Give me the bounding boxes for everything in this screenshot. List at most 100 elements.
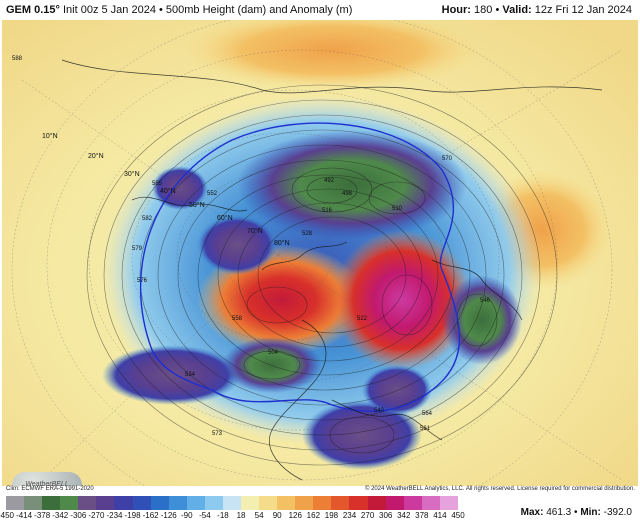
colorbar-swatch xyxy=(259,496,278,510)
contour-label: 582 xyxy=(142,216,153,222)
contour-label: 534 xyxy=(185,372,196,378)
contour-label: 504 xyxy=(268,350,279,356)
colorbar-swatch xyxy=(96,496,115,510)
colorbar-tick-label: -306 xyxy=(70,511,87,520)
contour-label: 498 xyxy=(342,191,353,197)
colorbar-ticks: -450-414-378-342-306-270-234-198-162-126… xyxy=(0,511,466,523)
polar-map: 10°N 20°N 30°N 40°N 50°N 60°N 70°N 80°N … xyxy=(2,20,638,486)
contour-label: 579 xyxy=(132,246,143,252)
lat-label-20: 20°N xyxy=(88,152,104,160)
contour-label: 510 xyxy=(392,206,403,212)
hour-value: 180 xyxy=(474,4,493,16)
lat-label-60: 60°N xyxy=(217,214,233,222)
colorbar-swatch xyxy=(186,496,205,510)
latitude-labels: 10°N 20°N 30°N 40°N 50°N 60°N 70°N 80°N xyxy=(42,132,290,247)
colorbar-swatch xyxy=(241,496,260,510)
contour-label: 576 xyxy=(137,278,148,284)
colorbar-tick-label: -270 xyxy=(88,511,105,520)
lat-label-80: 80°N xyxy=(274,239,290,247)
height-contours xyxy=(86,84,558,466)
copyright-note: © 2024 WeatherBELL Analytics, LLC. All r… xyxy=(365,486,635,492)
colorbar-tick-label: -198 xyxy=(124,511,141,520)
contour-label: 561 xyxy=(420,426,431,432)
colorbar-swatch xyxy=(204,496,223,510)
colorbar-swatch xyxy=(168,496,187,510)
japan-low xyxy=(362,365,432,415)
lat-label-70: 70°N xyxy=(247,227,263,235)
colorbar-swatch xyxy=(439,496,458,510)
max-label: Max: xyxy=(520,507,544,518)
colorbar-tick-label: 342 xyxy=(397,511,411,520)
lat-label-30: 30°N xyxy=(124,170,140,178)
weatherbell-logo: WeatherBELL xyxy=(12,472,82,486)
colorbar-tick-label: 18 xyxy=(236,511,246,520)
pacific-green-low xyxy=(442,275,522,365)
colorbar-tick-label: 450 xyxy=(451,511,465,520)
contour-label: 570 xyxy=(442,156,453,162)
lat-label-10: 10°N xyxy=(42,132,58,140)
colorbar-tick-label: 162 xyxy=(306,511,321,520)
coastlines xyxy=(61,59,603,481)
colorbar-swatch xyxy=(60,496,79,510)
colorbar-tick-label: -162 xyxy=(142,511,159,520)
init-and-field: Init 00z 5 Jan 2024 • 500mb Height (dam)… xyxy=(59,4,353,16)
alaska-low xyxy=(222,337,322,393)
colorbar-tick-label: 198 xyxy=(324,511,339,520)
colorbar-tick-label: 234 xyxy=(342,511,357,520)
colorbar-swatch xyxy=(78,496,97,510)
colorbar-swatch xyxy=(331,496,350,510)
north-pacific-low xyxy=(102,345,242,405)
colorbar-swatch xyxy=(313,496,332,510)
colorbar-swatch xyxy=(367,496,386,510)
colorbar-tick-label: 270 xyxy=(360,511,375,520)
contour-label: 558 xyxy=(232,316,243,322)
map-svg: 10°N 20°N 30°N 40°N 50°N 60°N 70°N 80°N … xyxy=(2,20,638,486)
contour-label: 492 xyxy=(324,178,335,184)
colorbar-tick-label: -234 xyxy=(106,511,123,520)
blue-540-line xyxy=(139,122,461,412)
colorbar-tick-label: -342 xyxy=(52,511,69,520)
contour-label: 573 xyxy=(212,431,223,437)
valid-label: Valid: xyxy=(502,4,532,16)
colorbar-tick-label: -378 xyxy=(34,511,51,520)
colorbar-swatch xyxy=(385,496,404,510)
header-model-info: GEM 0.15° Init 00z 5 Jan 2024 • 500mb He… xyxy=(6,0,352,20)
colorbar-swatch xyxy=(42,496,61,510)
colorbar-tick-label: 126 xyxy=(288,511,302,520)
colorbar-swatch xyxy=(24,496,43,510)
colorbar-tick-label: -414 xyxy=(16,511,33,520)
north-america-low xyxy=(302,400,422,470)
siberia-low xyxy=(237,130,467,240)
anomaly-colorbar xyxy=(6,496,458,510)
colorbar-swatch xyxy=(421,496,440,510)
colorbar-tick-label: 90 xyxy=(272,511,282,520)
contour-label: 588 xyxy=(12,56,23,62)
model-name: GEM 0.15° xyxy=(6,4,60,16)
contour-label: 546 xyxy=(480,298,491,304)
contour-label: 585 xyxy=(152,181,163,187)
colorbar-swatch xyxy=(403,496,422,510)
map-header: GEM 0.15° Init 00z 5 Jan 2024 • 500mb He… xyxy=(0,0,640,20)
contour-label: 516 xyxy=(322,208,333,214)
climatology-note: Clim: ECMWF ERA-5 1991-2020 xyxy=(6,486,94,492)
min-value: -392.0 xyxy=(603,507,632,518)
max-min-readout: Max: 461.3 • Min: -392.0 xyxy=(520,507,632,518)
lat-label-50: 50°N xyxy=(189,201,205,209)
colorbar-tick-label: -90 xyxy=(181,511,193,520)
contour-label: 564 xyxy=(422,411,433,417)
colorbar-swatch xyxy=(150,496,169,510)
header-valid-info: Hour: 180 • Valid: 12z Fri 12 Jan 2024 xyxy=(441,4,632,16)
colorbar-tick-label: -450 xyxy=(0,511,15,520)
contour-label: 552 xyxy=(207,191,218,197)
colorbar-swatch xyxy=(114,496,133,510)
contour-label: 540 xyxy=(374,408,385,414)
colorbar-swatch xyxy=(349,496,368,510)
low-centre-contours xyxy=(243,167,498,454)
colorbar-tick-label: 378 xyxy=(415,511,429,520)
max-value: 461.3 xyxy=(546,507,572,518)
hudson-low xyxy=(197,215,277,275)
colorbar-tick-label: 306 xyxy=(378,511,393,520)
colorbar-swatch xyxy=(295,496,314,510)
colorbar-tick-label: 54 xyxy=(254,511,264,520)
colorbar-swatch xyxy=(6,496,25,510)
